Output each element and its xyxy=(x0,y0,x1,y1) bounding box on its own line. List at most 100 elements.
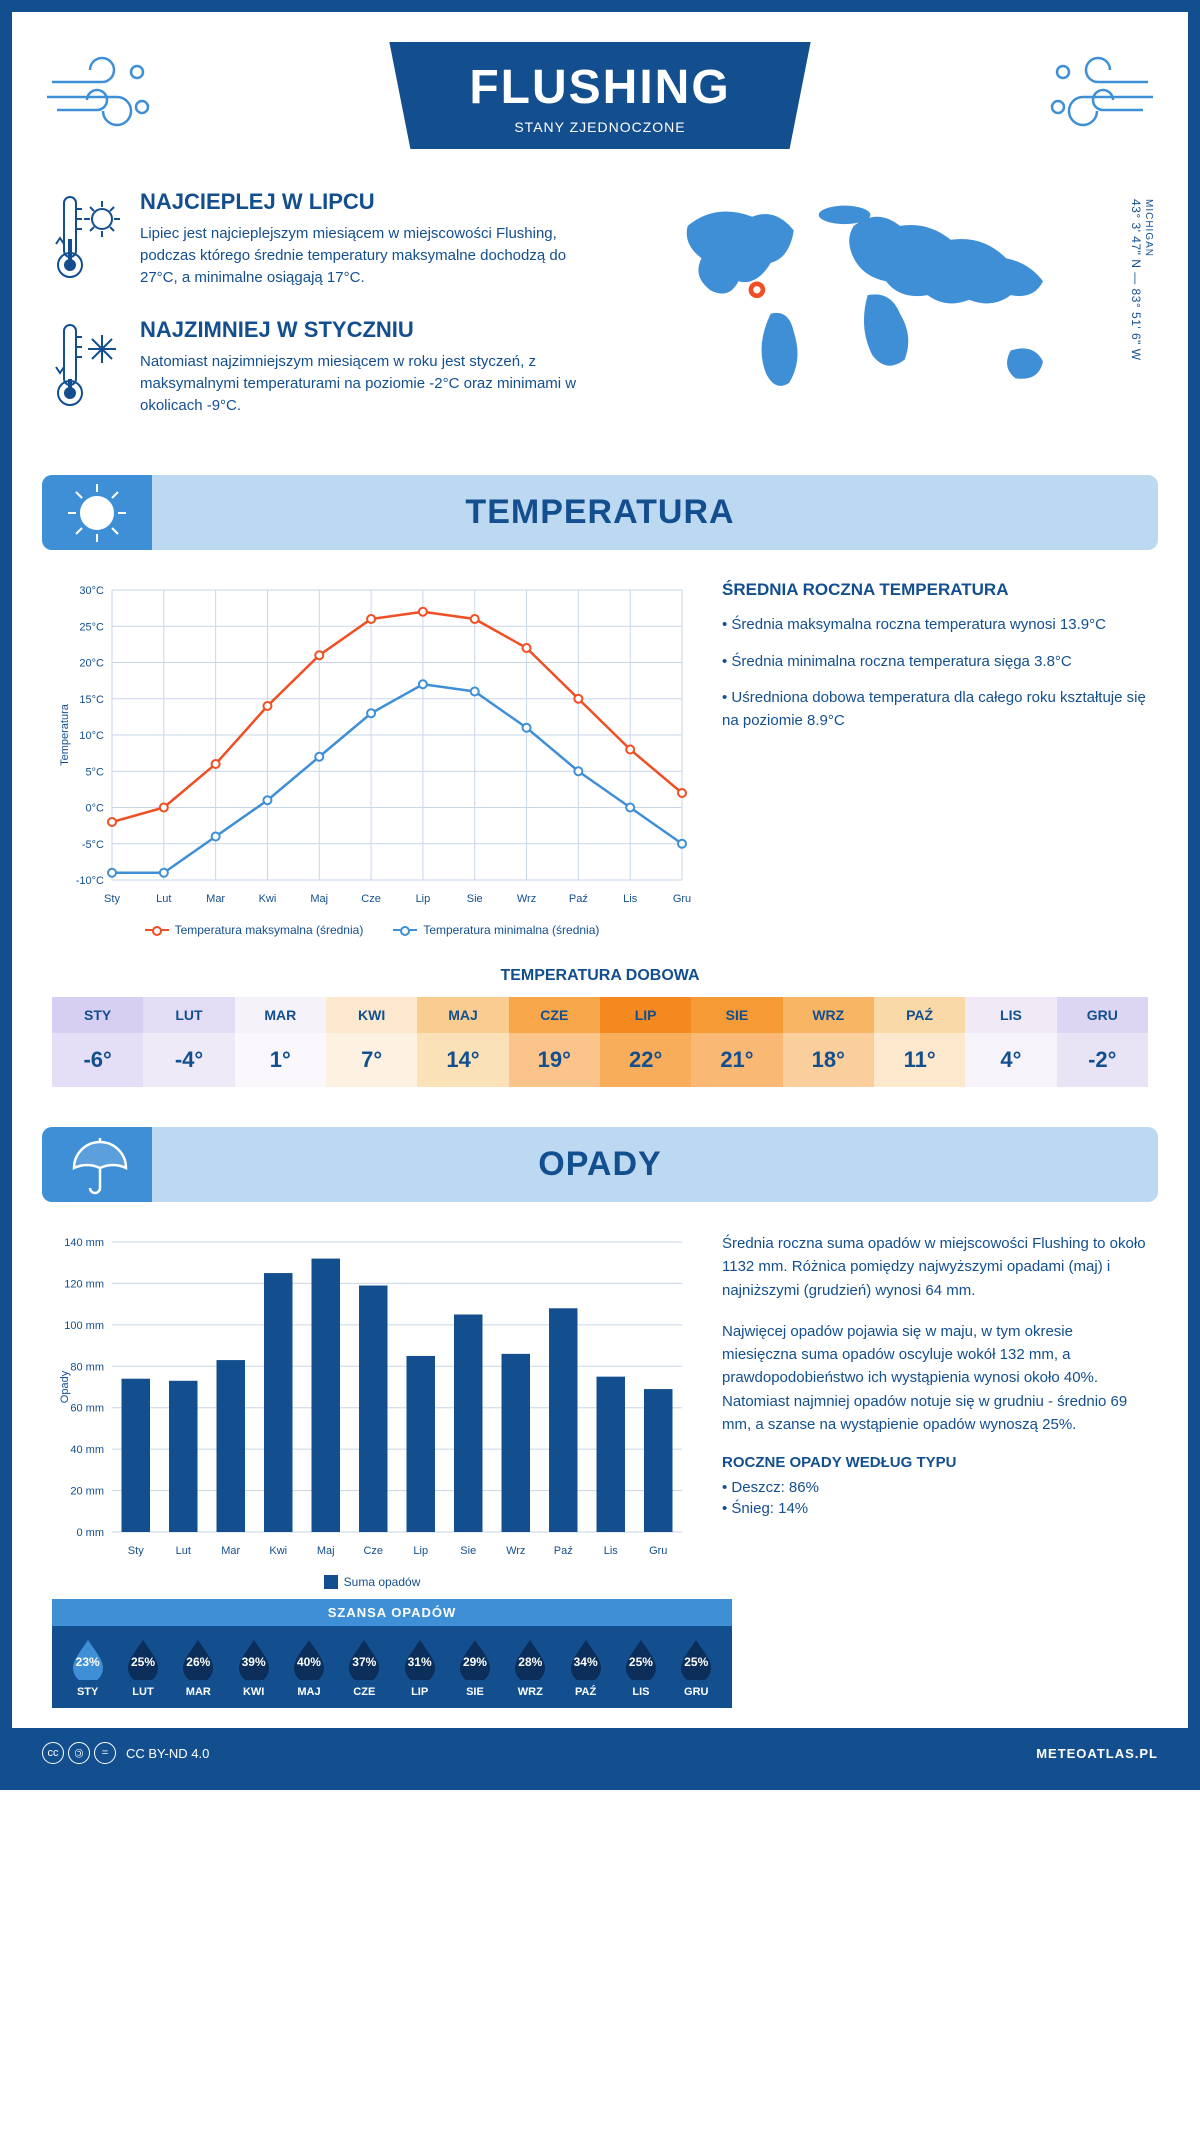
chance-cell: 40%MAJ xyxy=(281,1638,336,1698)
cc-icons: cc🄯= xyxy=(42,1742,116,1764)
precip-para-2: Najwięcej opadów pojawia się w maju, w t… xyxy=(722,1320,1148,1436)
header: FLUSHING STANY ZJEDNOCZONE xyxy=(12,12,1188,169)
daily-cell: MAR1° xyxy=(235,997,326,1087)
thermometer-snow-icon xyxy=(52,317,122,417)
svg-text:Gru: Gru xyxy=(673,893,691,905)
svg-text:Paź: Paź xyxy=(554,1545,573,1557)
chance-cell: 25%LIS xyxy=(613,1638,668,1698)
daily-cell: GRU-2° xyxy=(1057,997,1148,1087)
precip-type-item: • Śnieg: 14% xyxy=(722,1500,1148,1517)
fact-hot-title: NAJCIEPLEJ W LIPCU xyxy=(140,189,585,215)
daily-cell: WRZ18° xyxy=(783,997,874,1087)
svg-text:120 mm: 120 mm xyxy=(64,1278,104,1290)
svg-text:Opady: Opady xyxy=(59,1370,71,1403)
svg-text:Mar: Mar xyxy=(221,1545,240,1557)
license-block: cc🄯= CC BY-ND 4.0 xyxy=(42,1742,209,1764)
precip-legend: Suma opadów xyxy=(52,1575,692,1589)
svg-text:Wrz: Wrz xyxy=(506,1545,525,1557)
precip-para-1: Średnia roczna suma opadów w miejscowośc… xyxy=(722,1232,1148,1302)
svg-text:0 mm: 0 mm xyxy=(77,1527,105,1539)
chance-cell: 34%PAŹ xyxy=(558,1638,613,1698)
wind-icon-right xyxy=(1038,52,1158,132)
svg-text:Lut: Lut xyxy=(176,1545,191,1557)
site-name: METEOATLAS.PL xyxy=(1036,1746,1158,1761)
footer: cc🄯= CC BY-ND 4.0 METEOATLAS.PL xyxy=(12,1728,1188,1778)
svg-text:Kwi: Kwi xyxy=(259,893,277,905)
chance-cell: 39%KWI xyxy=(226,1638,281,1698)
svg-text:Sie: Sie xyxy=(467,893,483,905)
svg-text:Lip: Lip xyxy=(413,1545,428,1557)
temperature-line-chart: -10°C-5°C0°C5°C10°C15°C20°C25°C30°CStyLu… xyxy=(52,580,692,910)
daily-cell: MAJ14° xyxy=(417,997,508,1087)
svg-text:0°C: 0°C xyxy=(86,803,105,815)
svg-text:Mar: Mar xyxy=(206,893,225,905)
license-text: CC BY-ND 4.0 xyxy=(126,1746,209,1761)
svg-text:Gru: Gru xyxy=(649,1545,667,1557)
temp-legend: Temperatura maksymalna (średnia) Tempera… xyxy=(52,923,692,937)
temp-chart-col: -10°C-5°C0°C5°C10°C15°C20°C25°C30°CStyLu… xyxy=(52,580,692,937)
intro-section: NAJCIEPLEJ W LIPCU Lipiec jest najcieple… xyxy=(12,169,1188,475)
svg-text:60 mm: 60 mm xyxy=(70,1403,104,1415)
svg-text:30°C: 30°C xyxy=(79,585,104,597)
temp-summary-item: • Uśredniona dobowa temperatura dla całe… xyxy=(722,687,1148,732)
chance-row: 23%STY25%LUT26%MAR39%KWI40%MAJ37%CZE31%L… xyxy=(52,1626,732,1708)
daily-cell: STY-6° xyxy=(52,997,143,1087)
svg-text:Cze: Cze xyxy=(361,893,381,905)
svg-text:Paź: Paź xyxy=(569,893,588,905)
svg-text:100 mm: 100 mm xyxy=(64,1320,104,1332)
svg-text:Wrz: Wrz xyxy=(517,893,536,905)
svg-text:Lis: Lis xyxy=(623,893,638,905)
svg-text:-10°C: -10°C xyxy=(76,875,104,887)
svg-text:Sty: Sty xyxy=(128,1545,144,1557)
chance-cell: 37%CZE xyxy=(337,1638,392,1698)
daily-cell: PAŹ11° xyxy=(874,997,965,1087)
svg-text:Maj: Maj xyxy=(310,893,328,905)
fact-coldest: NAJZIMNIEJ W STYCZNIU Natomiast najzimni… xyxy=(52,317,585,417)
precip-body: 0 mm20 mm40 mm60 mm80 mm100 mm120 mm140 … xyxy=(12,1202,1188,1599)
chance-title: SZANSA OPADÓW xyxy=(52,1599,732,1626)
svg-text:80 mm: 80 mm xyxy=(70,1361,104,1373)
chance-cell: 25%LUT xyxy=(115,1638,170,1698)
svg-text:Lut: Lut xyxy=(156,893,171,905)
svg-text:Lis: Lis xyxy=(604,1545,619,1557)
svg-text:-5°C: -5°C xyxy=(82,839,104,851)
svg-text:20°C: 20°C xyxy=(79,658,104,670)
svg-text:5°C: 5°C xyxy=(86,766,105,778)
precip-title: OPADY xyxy=(42,1145,1158,1184)
sun-banner-icon xyxy=(42,475,152,550)
fact-cold-text: Natomiast najzimniejszym miesiącem w rok… xyxy=(140,351,585,416)
title-banner: FLUSHING STANY ZJEDNOCZONE xyxy=(389,42,810,149)
svg-text:Maj: Maj xyxy=(317,1545,335,1557)
precip-type-item: • Deszcz: 86% xyxy=(722,1479,1148,1496)
svg-text:Cze: Cze xyxy=(363,1545,383,1557)
precip-chance-box: SZANSA OPADÓW 23%STY25%LUT26%MAR39%KWI40… xyxy=(52,1599,732,1708)
svg-text:40 mm: 40 mm xyxy=(70,1444,104,1456)
facts-column: NAJCIEPLEJ W LIPCU Lipiec jest najcieple… xyxy=(52,189,585,445)
svg-text:20 mm: 20 mm xyxy=(70,1486,104,1498)
svg-text:15°C: 15°C xyxy=(79,694,104,706)
daily-temp-table: STY-6°LUT-4°MAR1°KWI7°MAJ14°CZE19°LIP22°… xyxy=(52,997,1148,1087)
svg-text:10°C: 10°C xyxy=(79,730,104,742)
thermometer-sun-icon xyxy=(52,189,122,289)
fact-hottest: NAJCIEPLEJ W LIPCU Lipiec jest najcieple… xyxy=(52,189,585,289)
map-column: MICHIGAN 43° 3' 47" N — 83° 51' 6" W xyxy=(615,189,1148,445)
temperature-body: -10°C-5°C0°C5°C10°C15°C20°C25°C30°CStyLu… xyxy=(12,550,1188,957)
chance-cell: 23%STY xyxy=(60,1638,115,1698)
daily-cell: LUT-4° xyxy=(143,997,234,1087)
wind-icon-left xyxy=(42,52,162,132)
daily-temp-title: TEMPERATURA DOBOWA xyxy=(12,967,1188,985)
temperature-banner: TEMPERATURA xyxy=(42,475,1158,550)
precip-text-col: Średnia roczna suma opadów w miejscowośc… xyxy=(722,1232,1148,1589)
coordinates-label: MICHIGAN 43° 3' 47" N — 83° 51' 6" W xyxy=(1129,199,1154,361)
daily-cell: KWI7° xyxy=(326,997,417,1087)
temperature-title: TEMPERATURA xyxy=(42,493,1158,532)
svg-text:Sty: Sty xyxy=(104,893,120,905)
chance-cell: 28%WRZ xyxy=(503,1638,558,1698)
temp-summary-item: • Średnia maksymalna roczna temperatura … xyxy=(722,614,1148,637)
daily-cell: LIP22° xyxy=(600,997,691,1087)
chance-cell: 29%SIE xyxy=(447,1638,502,1698)
city-title: FLUSHING xyxy=(469,60,730,115)
fact-hot-text: Lipiec jest najcieplejszym miesiącem w m… xyxy=(140,223,585,288)
chance-cell: 25%GRU xyxy=(669,1638,724,1698)
daily-cell: LIS4° xyxy=(965,997,1056,1087)
